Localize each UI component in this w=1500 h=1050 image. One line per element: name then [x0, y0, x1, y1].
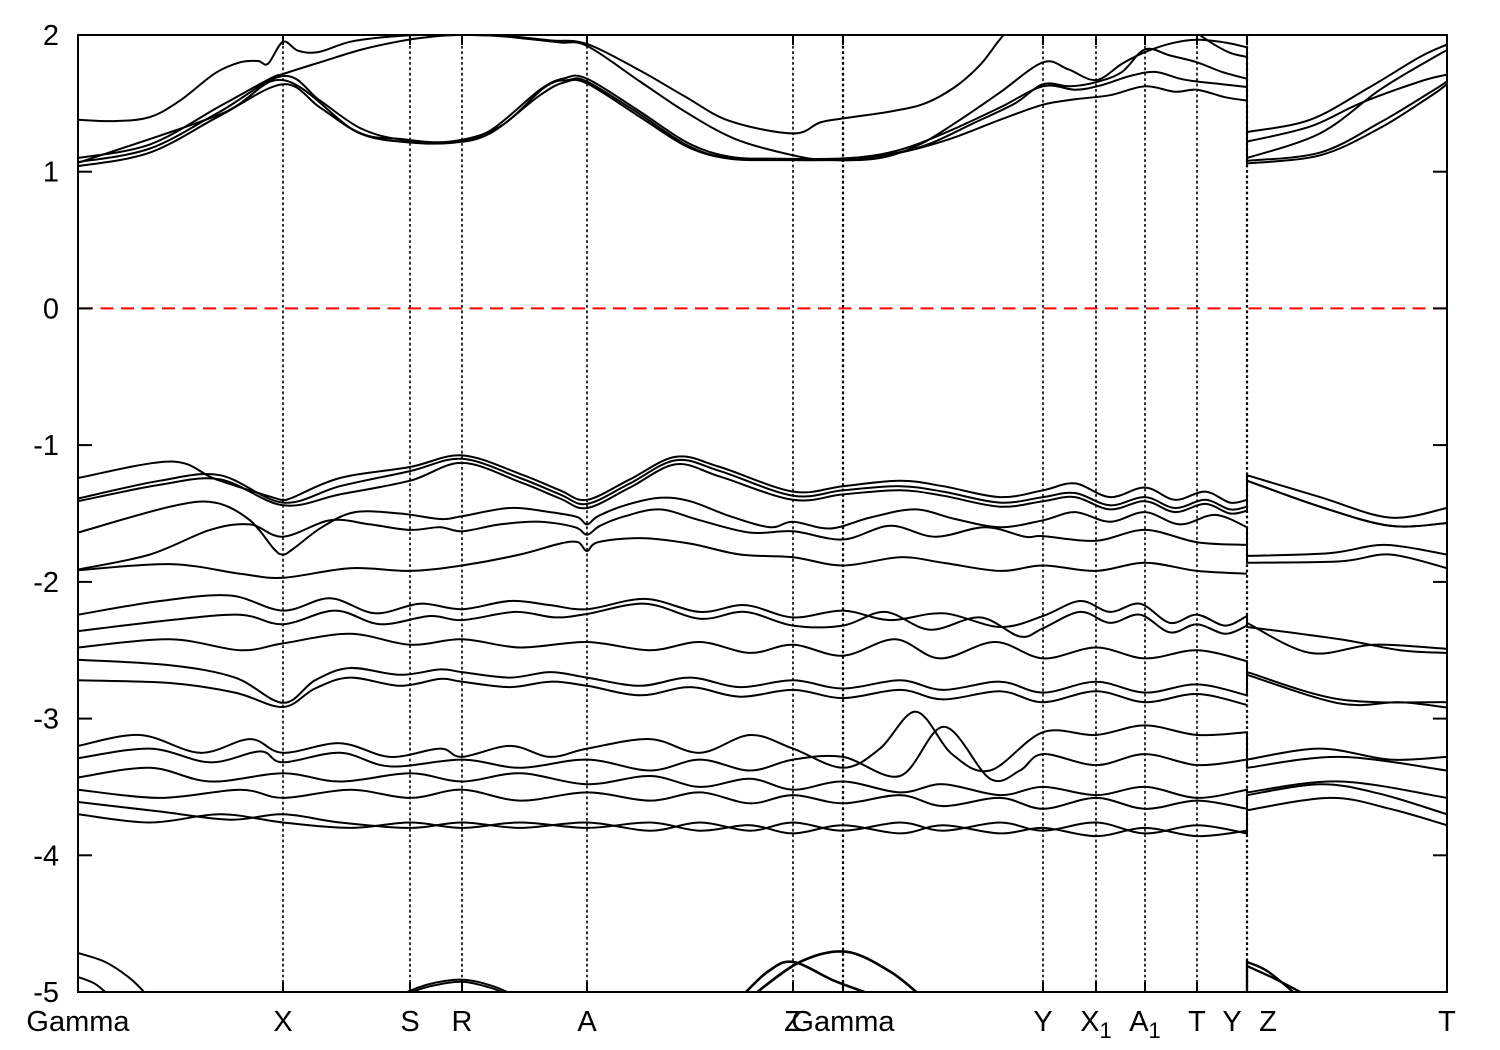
svg-text:0: 0 — [43, 293, 59, 325]
svg-text:A: A — [577, 1006, 597, 1038]
svg-text:-3: -3 — [33, 704, 59, 736]
svg-text:-2: -2 — [33, 567, 59, 599]
svg-text:R: R — [452, 1006, 473, 1038]
svg-text:T: T — [1438, 1006, 1456, 1038]
svg-text:-5: -5 — [33, 977, 59, 1009]
svg-text:1: 1 — [43, 157, 59, 189]
svg-text:2: 2 — [43, 20, 59, 52]
svg-text:-1: -1 — [33, 430, 59, 462]
svg-text:Gamma: Gamma — [26, 1006, 130, 1038]
svg-text:X: X — [273, 1006, 292, 1038]
svg-text:Z: Z — [1259, 1006, 1277, 1038]
svg-text:Z: Z — [784, 1006, 802, 1038]
svg-text:S: S — [400, 1006, 419, 1038]
svg-text:T: T — [1188, 1006, 1206, 1038]
svg-text:Gamma: Gamma — [791, 1006, 895, 1038]
svg-text:Y: Y — [1033, 1006, 1052, 1038]
svg-text:Y: Y — [1222, 1006, 1241, 1038]
svg-text:-4: -4 — [33, 840, 59, 872]
